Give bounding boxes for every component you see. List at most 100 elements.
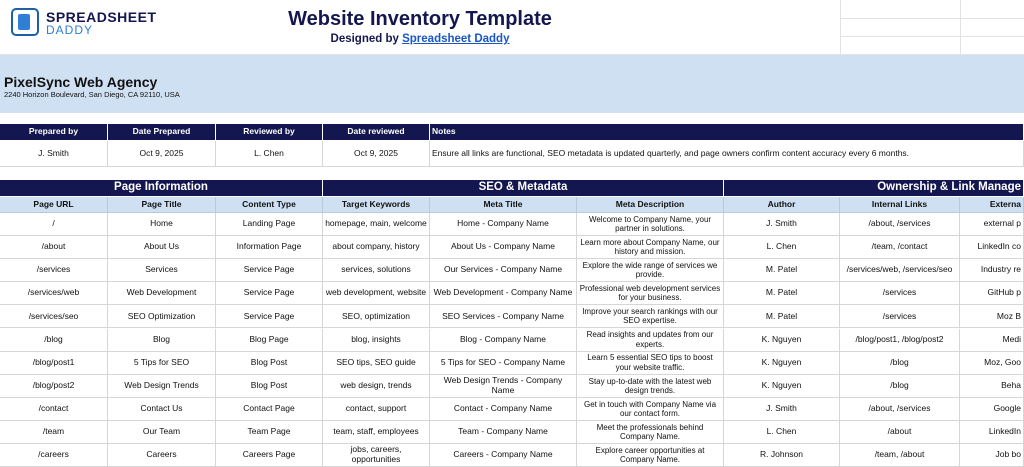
cell: M. Patel [724, 282, 840, 306]
section-header: Ownership & Link Manage [724, 180, 1024, 197]
column-header: Externa [960, 197, 1024, 213]
cell: jobs, careers, opportunities [323, 444, 430, 467]
cell: LinkedIn [960, 420, 1024, 444]
cell: K. Nguyen [724, 351, 840, 375]
cell: Improve your search rankings with our SE… [577, 305, 724, 329]
cell: SEO Services - Company Name [430, 305, 577, 329]
cell: Moz, Goo [960, 351, 1024, 375]
cell: About Us [108, 236, 216, 260]
cell: Stay up-to-date with the latest web desi… [577, 374, 724, 398]
cell: Web Development [108, 282, 216, 306]
header-cell: Reviewed by [216, 124, 323, 141]
cell: blog, insights [323, 328, 430, 352]
cell: L. Chen [724, 236, 840, 260]
cell: /blog/post2 [0, 374, 108, 398]
cell: SEO tips, SEO guide [323, 351, 430, 375]
cell: /blog/post1, /blog/post2 [840, 328, 960, 352]
cell: Ensure all links are functional, SEO met… [430, 141, 1024, 167]
cell: Blog Post [216, 351, 323, 375]
cell: contact, support [323, 397, 430, 421]
cell: Careers Page [216, 444, 323, 467]
cell: Home [108, 213, 216, 237]
company-address: 2240 Horizon Boulevard, San Diego, CA 92… [4, 90, 180, 99]
cell: Home - Company Name [430, 213, 577, 237]
cell: about company, history [323, 236, 430, 260]
cell: J. Smith [0, 141, 108, 167]
link[interactable]: Spreadsheet Daddy [402, 33, 510, 45]
cell: Web Development - Company Name [430, 282, 577, 306]
column-header: Meta Description [577, 197, 724, 213]
cell: /about [0, 236, 108, 260]
cell: K. Nguyen [724, 328, 840, 352]
cell: Job bo [960, 444, 1024, 467]
cell: /blog/post1 [0, 351, 108, 375]
cell: Meet the professionals behind Company Na… [577, 420, 724, 444]
cell: Careers [108, 444, 216, 467]
cell: /careers [0, 444, 108, 467]
column-header: Meta Title [430, 197, 577, 213]
cell: /contact [0, 397, 108, 421]
cell: Oct 9, 2025 [108, 141, 216, 167]
cell: Oct 9, 2025 [323, 141, 430, 167]
cell: Contact Us [108, 397, 216, 421]
cell: Get in touch with Company Name via our c… [577, 397, 724, 421]
cell: /blog [840, 374, 960, 398]
column-header: Page URL [0, 197, 108, 213]
header-cell: Prepared by [0, 124, 108, 141]
cell: Our Services - Company Name [430, 259, 577, 283]
cell: Blog Page [216, 328, 323, 352]
cell: Contact - Company Name [430, 397, 577, 421]
cell: /services/web [0, 282, 108, 306]
cell: R. Johnson [724, 444, 840, 467]
cell: L. Chen [216, 141, 323, 167]
logo-icon [11, 8, 39, 36]
section-header: Page Information [0, 180, 323, 197]
cell: /team, /about [840, 444, 960, 467]
grid-line [0, 54, 1024, 55]
cell: Service Page [216, 282, 323, 306]
cell: Industry re [960, 259, 1024, 283]
company-band: PixelSync Web Agency 2240 Horizon Boulev… [0, 55, 1024, 113]
cell: M. Patel [724, 259, 840, 283]
grid-line [840, 36, 1024, 37]
cell: /about, /services [840, 213, 960, 237]
cell: M. Patel [724, 305, 840, 329]
cell: 5 Tips for SEO [108, 351, 216, 375]
cell: Medi [960, 328, 1024, 352]
cell: services, solutions [323, 259, 430, 283]
cell: /about, /services [840, 397, 960, 421]
cell: Blog [108, 328, 216, 352]
cell: LinkedIn co [960, 236, 1024, 260]
title: Website Inventory Template [288, 8, 552, 30]
cell: Service Page [216, 305, 323, 329]
column-header: Internal Links [840, 197, 960, 213]
cell: /services [0, 259, 108, 283]
grid-line [960, 0, 961, 55]
subtitle: Designed by Spreadsheet Daddy [180, 33, 660, 45]
cell: /team, /contact [840, 236, 960, 260]
grid-line [840, 0, 841, 55]
cell: /about [840, 420, 960, 444]
cell: Blog Post [216, 374, 323, 398]
cell: Team - Company Name [430, 420, 577, 444]
cell: J. Smith [724, 397, 840, 421]
cell: K. Nguyen [724, 374, 840, 398]
cell: Beha [960, 374, 1024, 398]
cell: Information Page [216, 236, 323, 260]
cell: Careers - Company Name [430, 444, 577, 467]
cell: 5 Tips for SEO - Company Name [430, 351, 577, 375]
cell: Explore the wide range of services we pr… [577, 259, 724, 283]
cell: Web Design Trends [108, 374, 216, 398]
cell: Landing Page [216, 213, 323, 237]
cell: Our Team [108, 420, 216, 444]
cell: Service Page [216, 259, 323, 283]
column-header: Author [724, 197, 840, 213]
cell: Moz B [960, 305, 1024, 329]
cell: web design, trends [323, 374, 430, 398]
company-name: PixelSync Web Agency [4, 74, 158, 90]
cell: / [0, 213, 108, 237]
cell: Contact Page [216, 397, 323, 421]
cell: /services/web, /services/seo [840, 259, 960, 283]
cell: team, staff, employees [323, 420, 430, 444]
cell: Learn 5 essential SEO tips to boost your… [577, 351, 724, 375]
